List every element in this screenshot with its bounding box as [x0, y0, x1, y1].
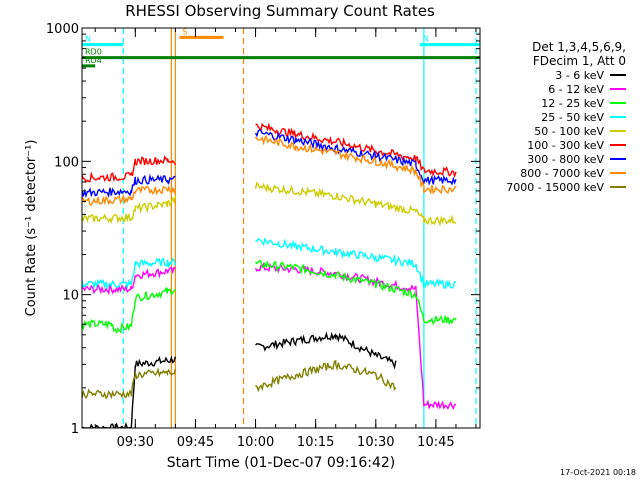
flag-label: N	[85, 35, 91, 44]
series-line	[254, 134, 457, 195]
series-line	[82, 155, 176, 184]
legend-label: 100 - 300 keV	[527, 139, 604, 152]
x-axis: 09:30 09:45 10:00 10:15 10:30 10:45	[94, 28, 477, 450]
legend-header: FDecim 1, Att 0	[533, 54, 626, 68]
y-axis: 1 10 100 1000	[46, 22, 480, 437]
series-line	[255, 122, 457, 179]
series-line	[254, 181, 457, 227]
flag-label: N	[423, 35, 429, 44]
series-line	[254, 128, 457, 186]
series-line	[82, 286, 176, 334]
x-tick-label: 10:30	[357, 435, 394, 450]
series-6	[82, 128, 457, 199]
series-line	[82, 266, 176, 296]
y-tick-label: 10	[62, 289, 79, 304]
series-line	[82, 185, 177, 206]
y-tick-label: 100	[54, 155, 79, 170]
x-axis-label: Start Time (01-Dec-07 09:16:42)	[167, 455, 395, 471]
y-tick-label: 1000	[46, 22, 79, 37]
flag-label: S	[182, 27, 187, 36]
series-line	[82, 367, 177, 400]
series-line	[255, 331, 397, 370]
series-line	[82, 257, 177, 291]
x-tick-label: 10:00	[237, 435, 274, 450]
series-3	[82, 236, 457, 291]
series-line	[254, 261, 457, 411]
series-2	[82, 259, 457, 334]
series-7	[82, 134, 457, 206]
legend-label: 3 - 6 keV	[555, 69, 604, 82]
x-tick-label: 09:45	[177, 435, 214, 450]
series-4	[82, 181, 457, 227]
x-tick-label: 09:30	[117, 435, 154, 450]
plot-frame	[81, 27, 481, 429]
legend-label: 300 - 800 keV	[527, 153, 604, 166]
series-5	[82, 122, 457, 184]
series-line	[255, 360, 397, 393]
legend-label: 6 - 12 keV	[548, 83, 604, 96]
flag-label: RD0	[85, 48, 102, 57]
chart-title: RHESSI Observing Summary Count Rates	[125, 2, 435, 20]
legend: Det 1,3,4,5,6,9,FDecim 1, Att 03 - 6 keV…	[506, 40, 626, 194]
y-tick-label: 1	[71, 422, 79, 437]
series-line	[82, 173, 176, 199]
legend-label: 7000 - 15000 keV	[506, 181, 604, 194]
x-tick-label: 10:15	[297, 435, 334, 450]
legend-label: 12 - 25 keV	[541, 97, 604, 110]
series-line	[255, 236, 457, 289]
series-8	[82, 360, 397, 400]
y-axis-label: Count Rate (s⁻¹ detector⁻¹)	[24, 140, 39, 317]
legend-label: 800 - 7000 keV	[520, 167, 604, 180]
legend-label: 25 - 50 keV	[541, 111, 604, 124]
series-line	[82, 195, 177, 225]
legend-label: 50 - 100 keV	[534, 125, 604, 138]
x-tick-label: 10:45	[417, 435, 454, 450]
series-line	[254, 259, 457, 326]
flag-label: RD4	[85, 56, 102, 65]
plot-area	[82, 28, 480, 428]
legend-header: Det 1,3,4,5,6,9,	[532, 40, 626, 54]
generation-timestamp: 17-Oct-2021 00:18	[560, 468, 636, 477]
series-1	[82, 261, 457, 411]
